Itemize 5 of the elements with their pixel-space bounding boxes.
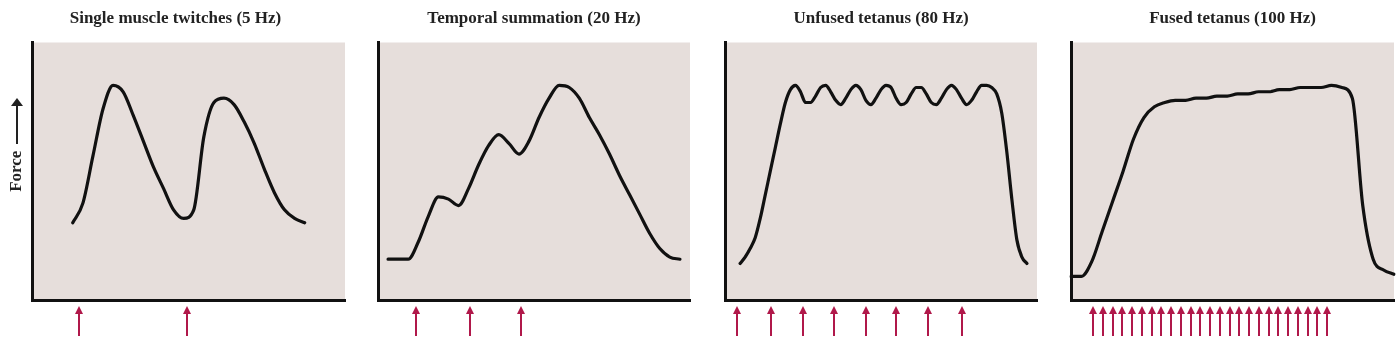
chart-title: Single muscle twitches (5 Hz) xyxy=(69,7,282,27)
chart-title: Unfused tetanus (80 Hz) xyxy=(793,7,969,27)
chart-title: Temporal summation (20 Hz) xyxy=(427,7,641,27)
chart-title: Fused tetanus (100 Hz) xyxy=(1149,7,1316,27)
y-axis-title: Force xyxy=(5,150,25,192)
